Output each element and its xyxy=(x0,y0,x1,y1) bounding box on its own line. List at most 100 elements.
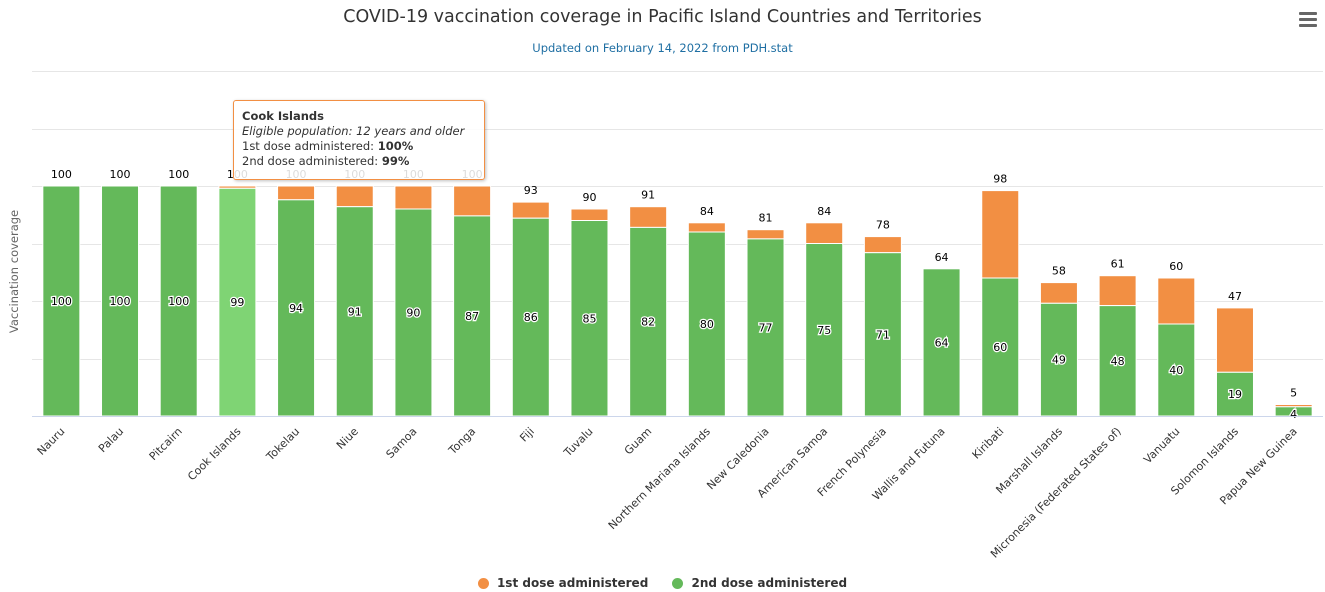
bar-second-dose[interactable] xyxy=(570,220,609,417)
total-label: 64 xyxy=(935,251,949,264)
bar-second-dose[interactable] xyxy=(101,185,140,417)
bar-first-dose[interactable] xyxy=(511,201,550,219)
bar-first-dose[interactable] xyxy=(746,229,785,240)
x-axis-label: Tonga xyxy=(446,425,479,458)
bar-first-dose[interactable] xyxy=(687,222,726,233)
chart-title: COVID-19 vaccination coverage in Pacific… xyxy=(343,7,982,27)
x-axis-label: Pitcairn xyxy=(147,425,185,463)
x-axis-label: Micronesia (Federated States of) xyxy=(988,425,1124,561)
x-axis-label: Samoa xyxy=(384,425,420,461)
second-dose-label: 75 xyxy=(817,324,831,337)
bar-second-dose[interactable] xyxy=(1215,371,1254,417)
legend-first-dose-label: 1st dose administered xyxy=(496,576,649,590)
total-label: 100 xyxy=(51,168,72,181)
x-axis-label: Nauru xyxy=(35,425,68,458)
tooltip-line-second-dose: 2nd dose administered: 99% xyxy=(242,154,410,168)
second-dose-label: 82 xyxy=(641,316,655,329)
x-axis-label: Guam xyxy=(622,425,654,457)
chart-tooltip: Cook Islands Eligible population: 12 yea… xyxy=(233,100,485,180)
total-label: 81 xyxy=(759,212,773,225)
x-axis-label: Palau xyxy=(96,425,126,455)
bar-first-dose[interactable] xyxy=(981,190,1020,279)
bar-second-dose[interactable] xyxy=(981,277,1020,417)
total-label: 60 xyxy=(1169,260,1183,273)
second-dose-label: 40 xyxy=(1169,364,1183,377)
tooltip-title: Cook Islands xyxy=(242,109,324,123)
chart-legend: 1st dose administered 2nd dose administe… xyxy=(0,576,1325,592)
total-label: 84 xyxy=(700,205,714,218)
second-dose-label: 94 xyxy=(289,302,303,315)
second-dose-label: 100 xyxy=(110,295,131,308)
total-label: 84 xyxy=(817,205,831,218)
legend-first-dose-marker xyxy=(477,577,489,589)
bar-first-dose[interactable] xyxy=(863,236,902,254)
bar-second-dose[interactable] xyxy=(394,208,433,417)
x-axis-label: Niue xyxy=(334,425,361,452)
second-dose-label: 100 xyxy=(51,295,72,308)
second-dose-label: 4 xyxy=(1290,408,1297,421)
bar-second-dose[interactable] xyxy=(277,199,316,417)
second-dose-label: 90 xyxy=(406,307,420,320)
second-dose-label: 91 xyxy=(348,305,362,318)
total-label: 47 xyxy=(1228,290,1242,303)
second-dose-label: 19 xyxy=(1228,388,1242,401)
total-label: 78 xyxy=(876,219,890,232)
second-dose-label: 100 xyxy=(168,295,189,308)
bar-second-dose[interactable] xyxy=(805,243,844,417)
second-dose-label: 64 xyxy=(935,336,949,349)
bar-second-dose[interactable] xyxy=(335,206,374,417)
second-dose-label: 86 xyxy=(524,311,538,324)
total-label: 93 xyxy=(524,184,538,197)
x-axis-label: New Caledonia xyxy=(704,425,771,492)
bar-second-dose[interactable] xyxy=(1157,323,1196,417)
x-axis-label: Kiribati xyxy=(970,425,1007,462)
chart-subtitle[interactable]: Updated on February 14, 2022 from PDH.st… xyxy=(532,41,793,55)
second-dose-label: 85 xyxy=(582,312,596,325)
legend-second-dose-label: 2nd dose administered xyxy=(691,576,848,590)
total-label: 5 xyxy=(1290,387,1297,400)
total-label: 100 xyxy=(110,168,131,181)
x-axis-label: Fiji xyxy=(517,425,537,445)
x-axis-label: Tokelau xyxy=(263,425,302,464)
second-dose-label: 80 xyxy=(700,318,714,331)
total-label: 58 xyxy=(1052,265,1066,278)
bar-second-dose[interactable] xyxy=(922,268,961,417)
second-dose-label: 99 xyxy=(230,296,244,309)
bar-first-dose[interactable] xyxy=(629,206,668,228)
hamburger-menu-icon[interactable] xyxy=(1297,9,1319,27)
bar-second-dose[interactable] xyxy=(1039,302,1078,417)
bar-second-dose[interactable] xyxy=(453,215,492,417)
bar-first-dose[interactable] xyxy=(805,222,844,245)
bar-first-dose[interactable] xyxy=(394,185,433,210)
tooltip-subtitle: Eligible population: 12 years and older xyxy=(242,124,465,138)
bar-second-dose[interactable] xyxy=(1098,305,1137,417)
second-dose-label: 49 xyxy=(1052,354,1066,367)
total-label: 90 xyxy=(582,191,596,204)
second-dose-label: 77 xyxy=(759,321,773,334)
bar-first-dose[interactable] xyxy=(1215,307,1254,373)
bar-second-dose[interactable] xyxy=(863,252,902,417)
bar-first-dose[interactable] xyxy=(1098,275,1137,307)
total-label: 100 xyxy=(168,168,189,181)
bar-first-dose[interactable] xyxy=(453,185,492,217)
bar-first-dose[interactable] xyxy=(1157,277,1196,325)
total-label: 91 xyxy=(641,189,655,202)
x-axis-label: Northern Mariana Islands xyxy=(606,425,713,532)
stacked-bar-chart: Vaccination coverage 100 100 Nauru 100 100 Pal… xyxy=(7,71,1323,561)
bar-first-dose[interactable] xyxy=(570,208,609,221)
bar-first-dose[interactable] xyxy=(277,185,316,201)
second-dose-label: 71 xyxy=(876,328,890,341)
total-label: 61 xyxy=(1111,258,1125,271)
bar-first-dose[interactable] xyxy=(335,185,374,208)
bar-first-dose[interactable] xyxy=(1039,282,1078,304)
legend-item-first-dose[interactable]: 1st dose administered xyxy=(477,576,649,590)
bar-second-dose[interactable] xyxy=(746,238,785,417)
bar-second-dose[interactable] xyxy=(159,185,198,417)
bar-second-dose[interactable] xyxy=(42,185,81,417)
bar-second-dose[interactable] xyxy=(687,231,726,417)
y-axis-title: Vaccination coverage xyxy=(7,210,21,333)
x-axis-label: Cook Islands xyxy=(185,425,244,484)
legend-item-second-dose[interactable]: 2nd dose administered xyxy=(672,576,847,590)
bar-second-dose[interactable] xyxy=(629,226,668,417)
total-label: 98 xyxy=(993,173,1007,186)
